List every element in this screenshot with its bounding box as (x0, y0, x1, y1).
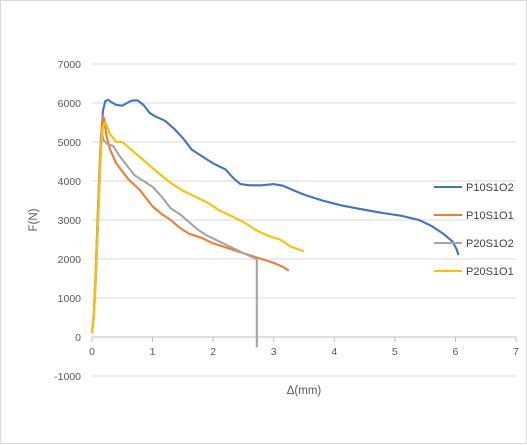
y-tick-label: 3000 (58, 215, 82, 227)
gridlines (92, 63, 516, 377)
x-tick-label: 2 (210, 346, 216, 358)
legend: P10S1O2 P10S1O1 P20S1O2 P20S1O1 (434, 182, 514, 278)
legend-label: P20S1O1 (466, 266, 514, 278)
legend-label: P20S1O2 (466, 238, 514, 250)
y-tick-label: 7000 (58, 59, 82, 71)
y-tick-label: -1000 (54, 371, 81, 383)
legend-label: P10S1O2 (466, 182, 514, 194)
x-tick-label: 4 (331, 346, 337, 358)
x-tick-label: 0 (89, 346, 95, 358)
series-lines (90, 98, 460, 348)
x-tick-label: 1 (150, 346, 156, 358)
x-tick-label: 5 (392, 346, 398, 358)
axes: -1000 0 1000 2000 3000 4000 5000 6000 7000 0 1 2 3 4 5… (54, 59, 519, 383)
x-tick-label: 3 (271, 346, 277, 358)
y-tick-label: 4000 (58, 176, 82, 188)
x-tick-label: 7 (513, 346, 519, 358)
y-tick-label: 5000 (58, 137, 82, 149)
x-tick-label: 6 (453, 346, 459, 358)
y-tick-label: 2000 (58, 254, 82, 266)
y-tick-label: 6000 (58, 98, 82, 110)
legend-label: P10S1O1 (466, 210, 514, 222)
y-axis-title: F(N) (28, 208, 40, 231)
y-tick-label: 0 (75, 332, 81, 344)
x-axis-title: Δ(mm) (287, 385, 322, 397)
y-tick-label: 1000 (58, 293, 82, 305)
series-line-p10s1o2 (90, 98, 460, 334)
series-line-p20s1o1 (90, 121, 305, 334)
